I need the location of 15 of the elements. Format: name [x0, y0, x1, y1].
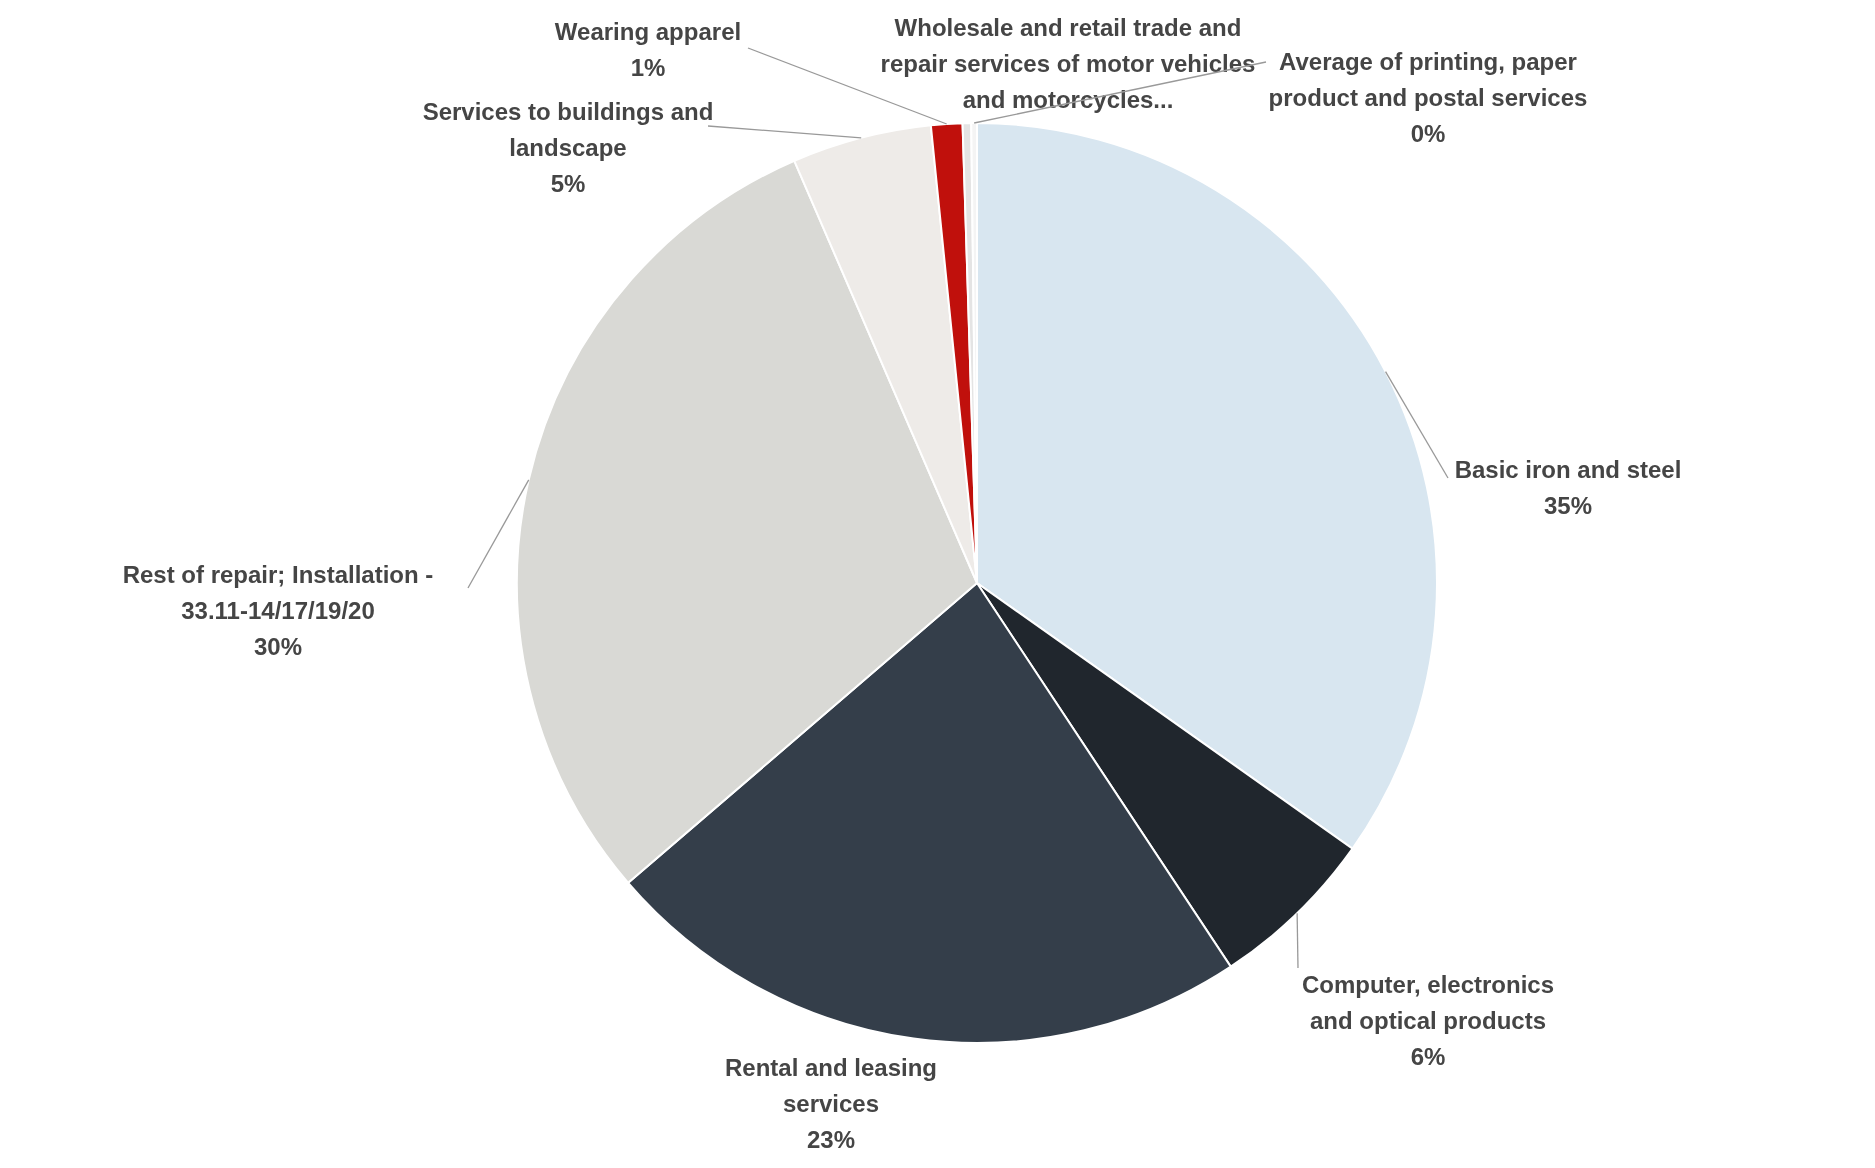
slice-label: Services to buildings and landscape — [422, 98, 714, 161]
data-label: 0% — [1410, 120, 1446, 147]
slice-label: Basic iron and steel — [1454, 456, 1682, 483]
slice-label: Wholesale and retail trade and repair services of motor vehicles and motorcycles... — [880, 14, 1256, 113]
slice-label: Computer, electronics and optical products — [1301, 971, 1555, 1034]
slice-label: Rental and leasing services — [724, 1054, 938, 1117]
data-label: 30% — [253, 633, 303, 660]
slice-label: Average of printing, paper product and postal services — [1268, 48, 1588, 111]
data-label: 6% — [1410, 1043, 1446, 1070]
data-label: 23% — [806, 1126, 856, 1153]
data-label: 35% — [1543, 492, 1593, 519]
data-label: 1% — [630, 54, 666, 81]
slice-label: Wearing apparel — [554, 18, 742, 45]
data-label: 5% — [550, 170, 586, 197]
slice-label: Rest of repair; Installation - 33.11-14/17/19/20 — [122, 561, 434, 624]
